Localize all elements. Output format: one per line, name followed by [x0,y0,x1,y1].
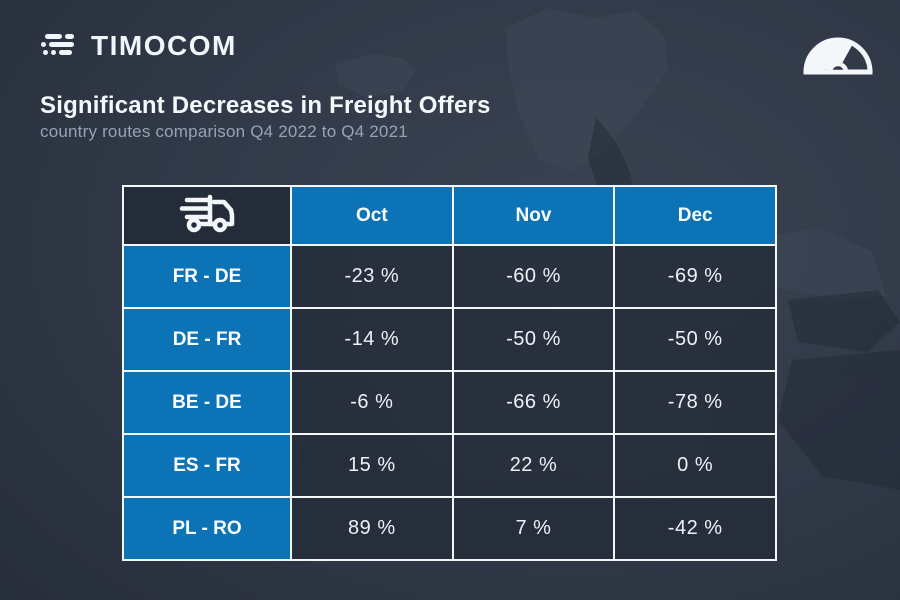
table-row: DE - FR -14 % -50 % -50 % [122,307,777,372]
table-row: BE - DE -6 % -66 % -78 % [122,370,777,435]
column-header-nov: Nov [451,185,616,246]
value-cell: -42 % [613,496,777,561]
value-cell: 89 % [290,496,454,561]
route-label: PL - RO [122,496,292,561]
route-label: FR - DE [122,244,292,309]
brand-logo: TIMOCOM [40,30,237,62]
brand-logo-text: TIMOCOM [91,30,237,61]
timocom-dashes-truck-icon [41,34,74,55]
value-cell: 15 % [290,433,454,498]
column-header-oct: Oct [290,185,454,246]
freight-offers-table: Oct Nov Dec FR - DE -23 % -60 % -69 % DE… [122,185,777,561]
delivery-truck-icon [179,194,235,233]
value-cell: -69 % [613,244,777,309]
value-cell: -6 % [290,370,454,435]
speedometer-gauge-icon [803,37,873,75]
value-cell: -50 % [613,307,777,372]
value-cell: -66 % [451,370,616,435]
table-header-row: Oct Nov Dec [122,185,777,246]
page-title: Significant Decreases in Freight Offers [40,92,491,119]
value-cell: -60 % [451,244,616,309]
table-row: FR - DE -23 % -60 % -69 % [122,244,777,309]
value-cell: -23 % [290,244,454,309]
route-label: BE - DE [122,370,292,435]
value-cell: 22 % [451,433,616,498]
value-cell: 7 % [451,496,616,561]
route-label: ES - FR [122,433,292,498]
value-cell: 0 % [613,433,777,498]
table-row: ES - FR 15 % 22 % 0 % [122,433,777,498]
value-cell: -78 % [613,370,777,435]
page-subtitle: country routes comparison Q4 2022 to Q4 … [40,122,408,141]
table-row: PL - RO 89 % 7 % -42 % [122,496,777,561]
column-header-dec: Dec [613,185,777,246]
table-corner-cell [122,185,292,246]
value-cell: -50 % [451,307,616,372]
value-cell: -14 % [290,307,454,372]
route-label: DE - FR [122,307,292,372]
